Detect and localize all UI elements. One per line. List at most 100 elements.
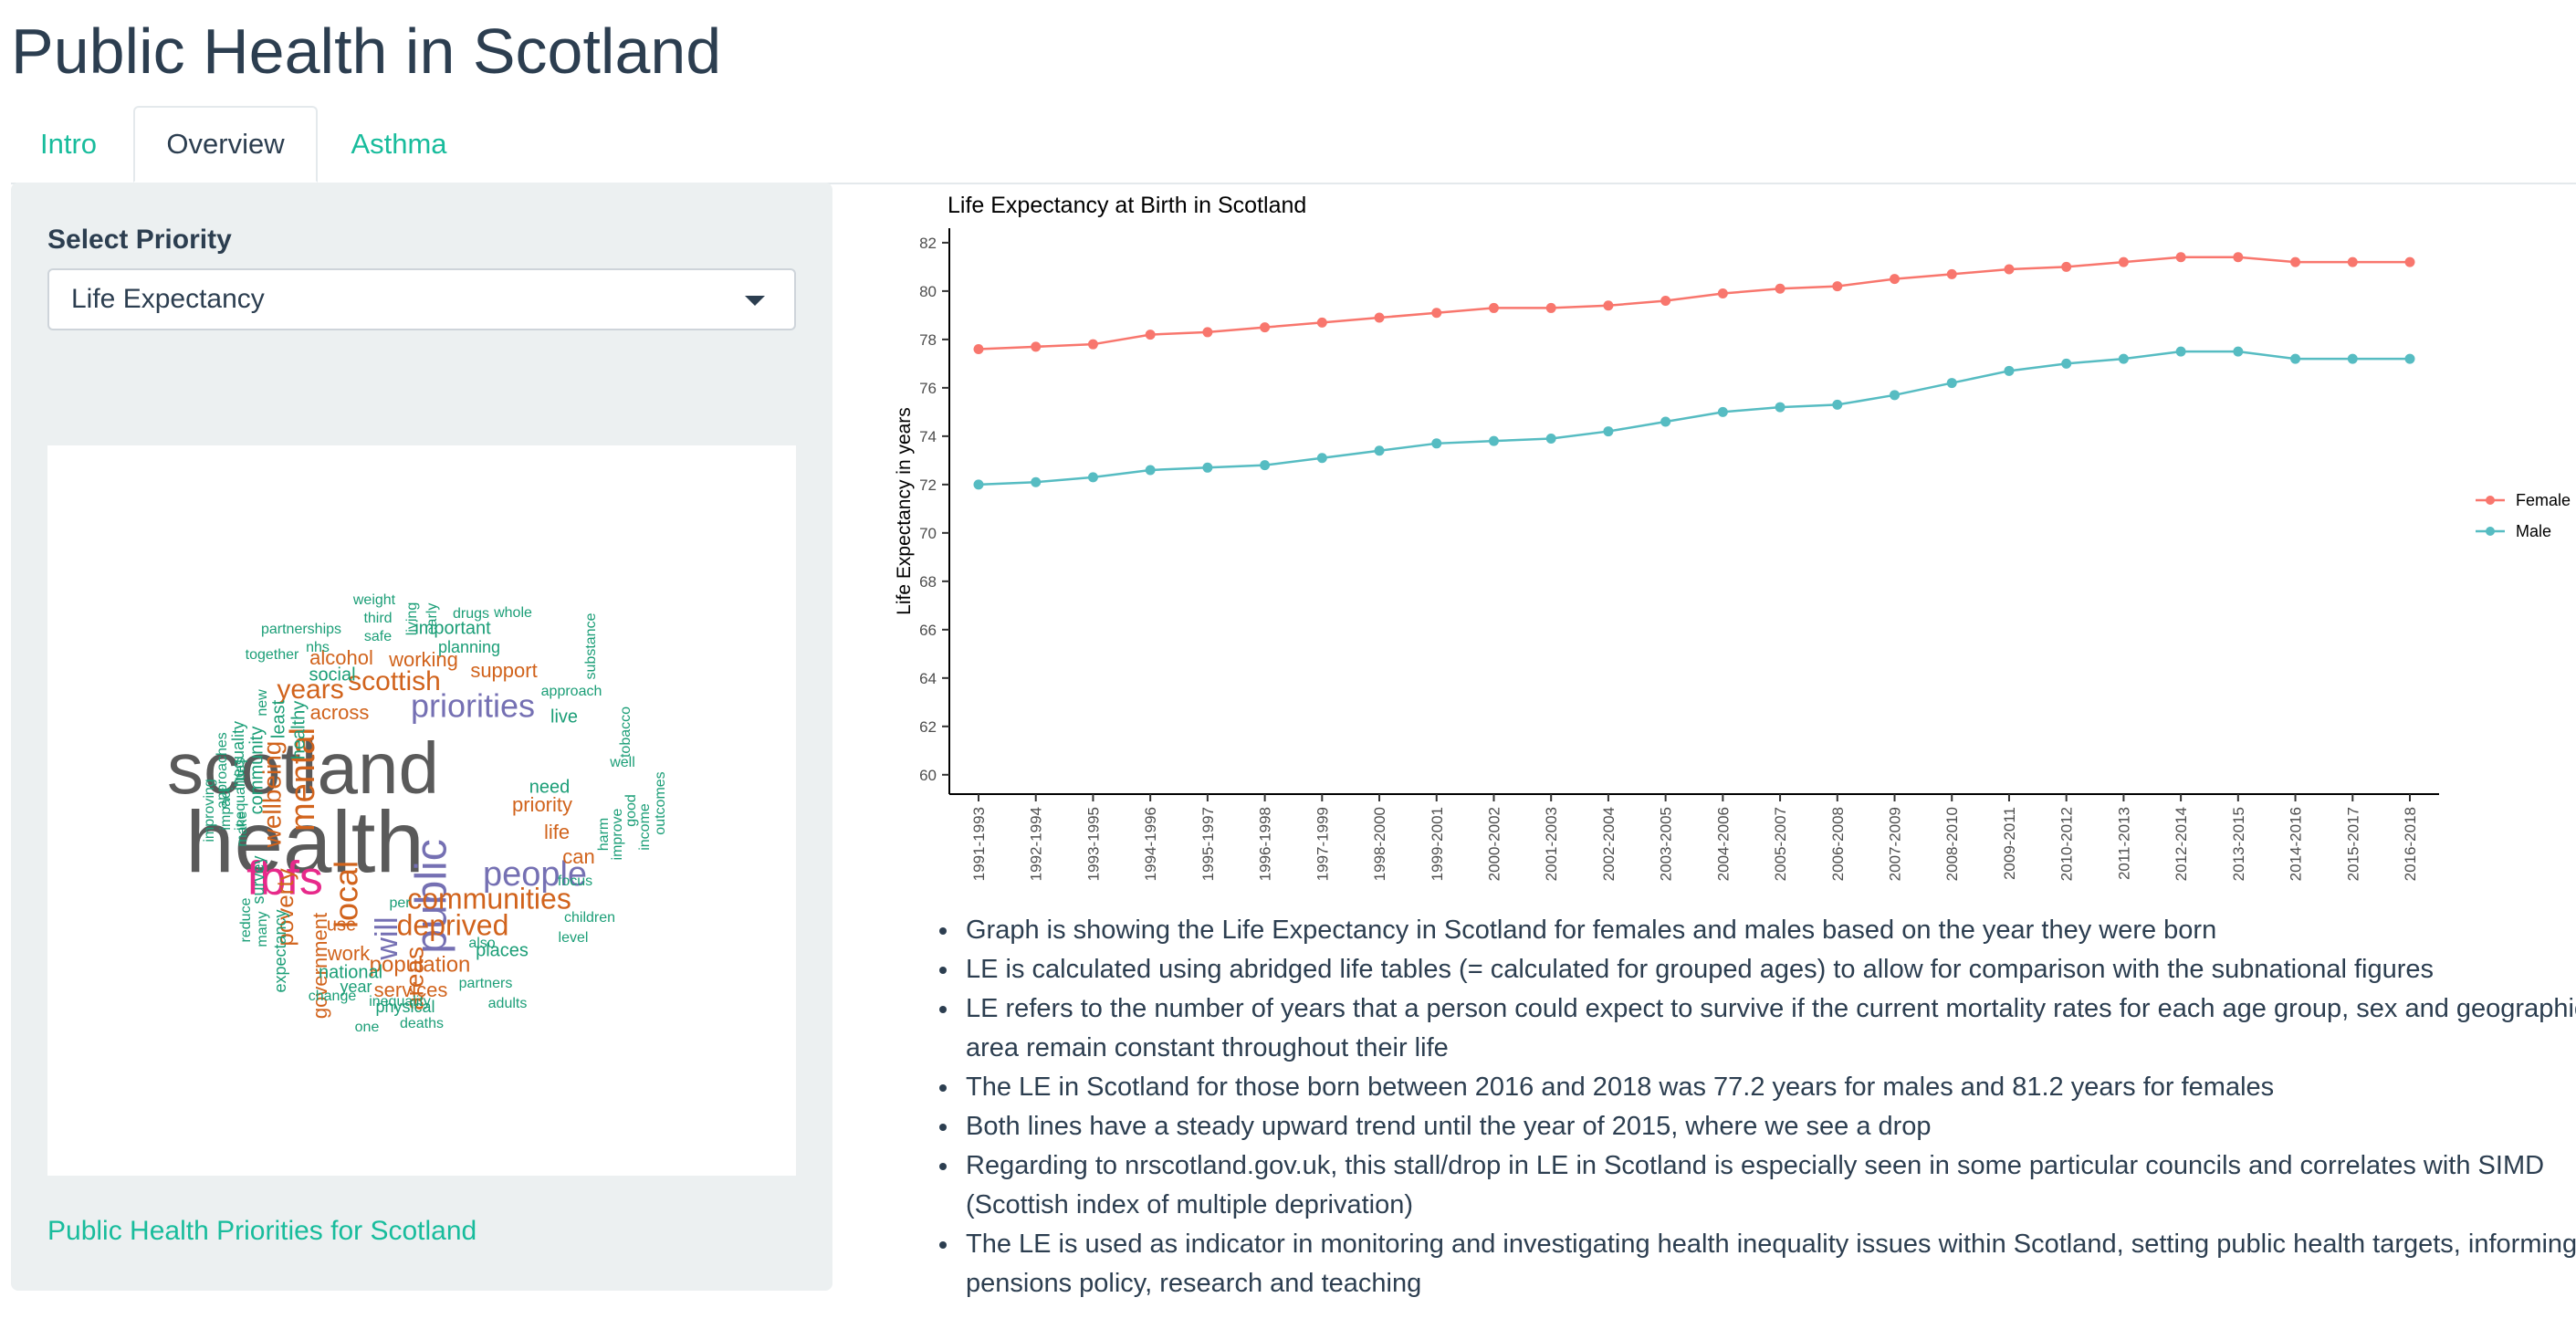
data-point-female bbox=[1316, 317, 1327, 328]
wordcloud-word: communities bbox=[407, 882, 571, 915]
tab-overview[interactable]: Overview bbox=[133, 106, 318, 183]
data-point-male bbox=[2404, 353, 2415, 364]
data-point-male bbox=[1488, 435, 1499, 446]
data-point-female bbox=[2004, 264, 2015, 275]
life-expectancy-chart: Life Expectancy at Birth in Scotland 60 62… bbox=[876, 183, 2576, 895]
data-point-male bbox=[1775, 402, 1785, 413]
priority-select[interactable]: Life Expectancy bbox=[47, 268, 796, 330]
tab-asthma[interactable]: Asthma bbox=[351, 128, 447, 160]
legend-label: Female bbox=[2516, 491, 2571, 509]
wordcloud-word: priorities bbox=[411, 687, 535, 725]
note-item: Both lines have a steady upward trend un… bbox=[960, 1107, 2576, 1146]
data-point-male bbox=[1374, 445, 1385, 456]
data-point-female bbox=[1087, 339, 1098, 350]
wordcloud-word: harm bbox=[596, 818, 612, 851]
data-point-male bbox=[973, 479, 984, 490]
wordcloud-word: need bbox=[529, 777, 571, 797]
wordcloud-word: many bbox=[255, 911, 270, 947]
data-point-male bbox=[1545, 434, 1556, 445]
wordcloud-word: per bbox=[389, 895, 411, 911]
x-tick-label: 2001-2003 bbox=[1543, 807, 1560, 881]
wordcloud-word: good bbox=[623, 794, 639, 827]
wordcloud-word: years bbox=[277, 675, 343, 705]
wordcloud-word: social bbox=[309, 664, 355, 685]
sidebar-panel: Select Priority Life Expectancy health sc… bbox=[11, 183, 832, 1291]
data-point-male bbox=[1832, 399, 1843, 410]
data-point-female bbox=[2061, 261, 2072, 272]
x-tick-label: 2015-2017 bbox=[2344, 807, 2361, 881]
data-point-female bbox=[1660, 295, 1671, 306]
data-point-male bbox=[2290, 353, 2301, 364]
y-tick-label: 68 bbox=[919, 573, 937, 591]
y-tick-label: 80 bbox=[919, 283, 937, 300]
y-tick-label: 64 bbox=[919, 670, 937, 687]
wordcloud-word: areas bbox=[400, 947, 428, 1010]
wordcloud-word: also bbox=[468, 936, 495, 951]
tab-bar: Intro Overview Asthma bbox=[11, 106, 2576, 184]
wordcloud-word: adults bbox=[488, 996, 528, 1011]
y-tick-label: 72 bbox=[919, 476, 937, 494]
data-point-female bbox=[2175, 252, 2186, 263]
y-tick-label: 74 bbox=[919, 428, 937, 445]
data-point-female bbox=[1603, 300, 1614, 311]
wordcloud-word: across bbox=[310, 701, 370, 724]
wordcloud-word: working bbox=[388, 648, 458, 671]
wordcloud-word: one bbox=[355, 1020, 380, 1035]
wordcloud-word: make bbox=[235, 811, 250, 846]
x-tick-label: 1994-1996 bbox=[1142, 807, 1159, 881]
data-point-female bbox=[1545, 302, 1556, 313]
wordcloud-word: least bbox=[268, 699, 288, 738]
data-point-female bbox=[2347, 256, 2358, 267]
wordcloud-word: new bbox=[255, 689, 270, 717]
wordcloud-word: survey bbox=[249, 855, 267, 904]
wordcloud-word: inequality bbox=[229, 721, 247, 790]
wordcloud-word: healthy bbox=[288, 701, 309, 760]
x-tick-label: 2014-2016 bbox=[2288, 807, 2305, 881]
data-point-male bbox=[1660, 416, 1671, 427]
wordcloud-word: together bbox=[246, 647, 299, 663]
data-point-female bbox=[2118, 256, 2129, 267]
x-tick-label: 2005-2007 bbox=[1772, 807, 1789, 881]
data-point-male bbox=[2118, 353, 2129, 364]
wordcloud-word: alcohol bbox=[309, 646, 373, 669]
wordcloud-word: approaches bbox=[215, 732, 230, 809]
wordcloud-word: inequality bbox=[369, 994, 431, 1010]
wordcloud-word: outcomes bbox=[653, 771, 668, 834]
y-tick-label: 76 bbox=[919, 380, 937, 397]
wordcloud-word: partnerships bbox=[261, 622, 341, 637]
wordcloud-word: places bbox=[476, 940, 529, 960]
wordcloud-word: approach bbox=[541, 684, 602, 699]
wordcloud-word: fbfs bbox=[246, 853, 323, 905]
x-tick-label: 2004-2006 bbox=[1714, 807, 1732, 881]
data-point-female bbox=[1374, 312, 1385, 323]
x-tick-label: 1995-1997 bbox=[1199, 807, 1217, 881]
x-tick-label: 2003-2005 bbox=[1658, 807, 1675, 881]
data-point-female bbox=[973, 343, 984, 354]
wordcloud-word: use bbox=[327, 915, 356, 935]
notes-list: Graph is showing the Life Expectancy in … bbox=[931, 911, 2576, 1303]
data-point-female bbox=[1488, 302, 1499, 313]
chart-svg: Life Expectancy at Birth in Scotland 60 62… bbox=[894, 193, 2571, 881]
wordcloud-word: scottish bbox=[348, 666, 441, 696]
data-point-female bbox=[1431, 308, 1442, 319]
data-point-female bbox=[1832, 281, 1843, 292]
tab-intro[interactable]: Intro bbox=[39, 128, 98, 160]
data-point-male bbox=[2004, 365, 2015, 376]
wordcloud-word: public bbox=[408, 839, 456, 953]
wordcloud-word: poverty bbox=[271, 868, 298, 946]
wordcloud-word: reduce bbox=[238, 897, 254, 942]
x-tick-label: 2010-2012 bbox=[2058, 807, 2076, 881]
x-tick-label: 2011-2013 bbox=[2115, 807, 2132, 880]
x-tick-label: 2002-2004 bbox=[1600, 807, 1618, 881]
priorities-link[interactable]: Public Health Priorities for Scotland bbox=[47, 1216, 477, 1246]
x-tick-label: 1997-1999 bbox=[1314, 807, 1331, 881]
data-point-male bbox=[1717, 406, 1728, 417]
x-tick-label: 2006-2008 bbox=[1829, 807, 1847, 881]
wordcloud-word: deaths bbox=[400, 1016, 444, 1031]
wordcloud-word: early bbox=[424, 603, 440, 635]
x-tick-label: 1993-1995 bbox=[1084, 807, 1102, 881]
chart-title: Life Expectancy at Birth in Scotland bbox=[948, 193, 1306, 218]
wordcloud-word: expectancy bbox=[271, 909, 289, 992]
wordcloud-word: life bbox=[544, 821, 570, 843]
data-point-male bbox=[1260, 460, 1271, 471]
